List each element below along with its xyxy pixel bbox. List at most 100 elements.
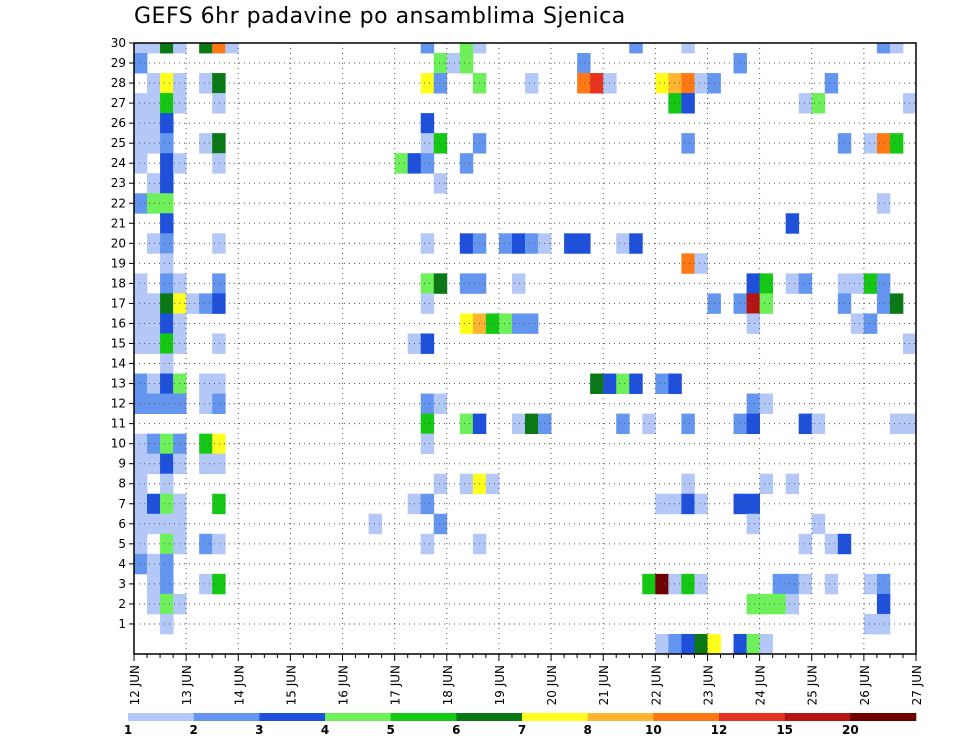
y-tick-label: 29 — [111, 56, 126, 70]
legend-label: 5 — [386, 723, 394, 737]
heatmap-cell — [785, 473, 800, 495]
heatmap-cell — [420, 533, 435, 555]
heatmap-cell — [160, 493, 174, 515]
heatmap-cell — [134, 193, 148, 214]
heatmap-cell — [212, 273, 226, 294]
heatmap-cell — [212, 433, 226, 455]
x-tick-label: 18 JUN — [441, 665, 455, 705]
heatmap-cell — [160, 613, 174, 635]
heatmap-cell — [160, 433, 174, 455]
heatmap-cell — [147, 593, 161, 615]
heatmap-cell — [160, 533, 174, 555]
heatmap-cell — [134, 553, 148, 575]
heatmap-cell — [433, 133, 448, 154]
x-axis: 12 JUN 13 JUN 14 JUN 15 JUN 16 JUN 17 JUN 18 J… — [128, 654, 924, 705]
heatmap-cell — [212, 233, 226, 254]
heatmap-cell — [147, 453, 161, 475]
heatmap-cell — [199, 43, 213, 54]
legend-label: 20 — [842, 723, 859, 737]
legend-label: 2 — [189, 723, 197, 737]
heatmap-cell — [147, 493, 161, 515]
heatmap-cell — [681, 633, 695, 655]
heatmap-cell — [160, 353, 174, 374]
heatmap-cell — [212, 393, 226, 414]
heatmap-cell — [590, 73, 604, 94]
heatmap-cell — [655, 73, 669, 94]
heatmap-cell — [746, 513, 760, 535]
legend-label: 3 — [255, 723, 263, 737]
heatmap-cell — [160, 393, 174, 414]
heatmap-cell — [876, 43, 891, 54]
heatmap-cell — [681, 93, 695, 114]
y-tick-label: 8 — [118, 477, 126, 491]
y-tick-label: 15 — [111, 336, 126, 350]
y-tick-label: 4 — [118, 557, 126, 571]
x-tick-label: 12 JUN — [128, 665, 142, 705]
heatmap-cell — [459, 473, 474, 495]
y-tick-label: 30 — [111, 36, 126, 50]
heatmap-cell — [655, 633, 669, 655]
heatmap-cell — [134, 453, 148, 475]
heatmap-cell — [733, 53, 747, 74]
heatmap-cell — [472, 43, 487, 54]
heatmap-cell — [811, 513, 826, 535]
heatmap-cell — [160, 473, 174, 495]
y-tick-label: 22 — [111, 196, 126, 210]
heatmap-cell — [433, 53, 448, 74]
legend-swatch — [325, 713, 391, 721]
heatmap-cell — [212, 293, 226, 314]
heatmap-cell — [420, 333, 435, 354]
y-tick-label: 6 — [118, 517, 126, 531]
heatmap-cell — [147, 113, 161, 134]
x-tick-label: 19 JUN — [493, 665, 507, 705]
heatmap-cells — [134, 43, 917, 655]
heatmap-cell — [525, 313, 539, 334]
heatmap-cell — [134, 373, 148, 394]
y-tick-label: 2 — [118, 597, 126, 611]
heatmap-cell — [199, 373, 213, 394]
heatmap-cell — [225, 43, 239, 54]
heatmap-cell — [212, 153, 226, 174]
heatmap-cell — [173, 43, 187, 54]
y-tick-label: 24 — [111, 156, 126, 170]
heatmap-cell — [147, 43, 161, 54]
heatmap-cell — [889, 413, 904, 435]
heatmap-cell — [811, 93, 826, 114]
heatmap-cell — [459, 273, 474, 294]
heatmap-cell — [160, 553, 174, 575]
heatmap-cell — [798, 93, 813, 114]
heatmap-cell — [420, 73, 435, 94]
heatmap-cell — [733, 413, 747, 435]
heatmap-cell — [876, 293, 891, 314]
heatmap-cell — [863, 573, 878, 595]
heatmap-cell — [433, 513, 448, 535]
heatmap-cell — [160, 313, 174, 334]
heatmap-cell — [498, 233, 513, 254]
legend-swatch — [259, 713, 326, 721]
heatmap-cell — [212, 373, 226, 394]
heatmap-cell — [681, 253, 695, 274]
x-tick-label: 15 JUN — [284, 665, 298, 705]
heatmap-cell — [147, 233, 161, 254]
x-tick-label: 17 JUN — [389, 665, 403, 705]
heatmap-cell — [525, 73, 539, 94]
heatmap-cell — [394, 153, 409, 174]
heatmap-cell — [759, 393, 774, 414]
heatmap-cell — [134, 333, 148, 354]
heatmap-cell — [160, 93, 174, 114]
heatmap-cell — [629, 233, 643, 254]
heatmap-cell — [199, 293, 213, 314]
legend-label: 4 — [321, 723, 329, 737]
heatmap-cell — [160, 193, 174, 214]
heatmap-cell — [681, 573, 695, 595]
y-tick-label: 19 — [111, 256, 126, 270]
heatmap-cell — [420, 393, 435, 414]
heatmap-cell — [147, 373, 161, 394]
x-tick-label: 26 JUN — [858, 665, 872, 705]
heatmap-cell — [459, 413, 474, 435]
heatmap-cell — [746, 593, 760, 615]
grid-lines — [134, 42, 916, 654]
y-tick-label: 12 — [111, 397, 126, 411]
heatmap-cell — [420, 433, 435, 455]
heatmap-cell — [160, 573, 174, 595]
